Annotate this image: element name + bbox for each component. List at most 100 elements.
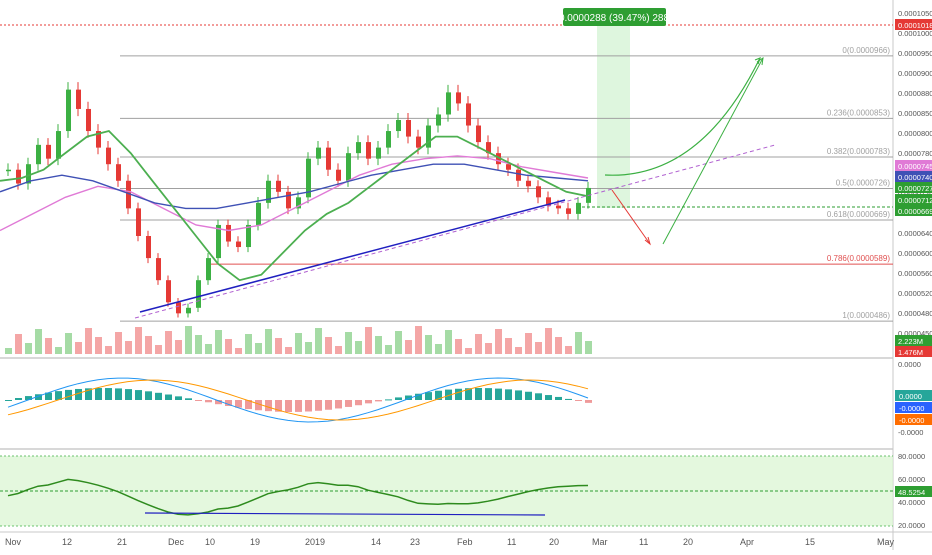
rsi-tick: 20.0000 [898, 521, 925, 530]
macd-bar [185, 398, 192, 400]
candle-body [196, 280, 201, 308]
volume-bar [275, 338, 282, 354]
candle-body [526, 180, 531, 187]
time-tick: 10 [205, 537, 215, 547]
macd-bar [275, 400, 282, 412]
macd-badge [895, 390, 932, 401]
fib-label: 0(0.0000966) [842, 46, 890, 55]
price-tick: 0.0000800 [898, 129, 932, 138]
macd-bar [325, 400, 332, 410]
macd-bar [565, 398, 572, 400]
price-tick: 0.0000600 [898, 249, 932, 258]
time-tick: Apr [740, 537, 754, 547]
bearish-arrowhead [644, 236, 651, 246]
price-badge-text: 1.476M [898, 348, 923, 357]
macd-bar [445, 389, 452, 400]
rsi-axis: 80.0000 60.0000 40.0000 20.0000 48.5254 [895, 452, 932, 530]
volume-bar [235, 348, 242, 354]
macd-bar [55, 391, 62, 400]
candle-body [496, 153, 501, 165]
time-tick: 23 [410, 537, 420, 547]
volume-bar [215, 330, 222, 354]
volume-bar [545, 328, 552, 354]
macd-bar [85, 388, 92, 400]
macd-badge-text: 0.0000 [899, 392, 922, 401]
time-tick: 19 [250, 537, 260, 547]
candle-body [256, 202, 261, 225]
macd-bar [585, 400, 592, 403]
candle-body [436, 114, 441, 126]
volume-bar [525, 333, 532, 354]
macd-bar [255, 400, 262, 411]
candle-body [36, 144, 41, 165]
macd-badge [895, 414, 932, 425]
time-tick: 20 [683, 537, 693, 547]
macd-line [7, 377, 589, 423]
volume-bar [355, 341, 362, 354]
price-badge [895, 346, 932, 357]
candle-body [376, 147, 381, 159]
volume-bar [65, 333, 72, 354]
macd-bar [45, 392, 52, 400]
candle-body [26, 164, 31, 184]
macd-bar [425, 392, 432, 400]
candle-body [316, 147, 321, 159]
time-axis: Nov 12 21 Dec 10 19 2019 14 23 Feb 11 20 Mar 11 20 Apr 1… [5, 537, 895, 547]
fib-label: 0.236(0.0000853) [827, 108, 891, 117]
rsi-divergence-line [144, 512, 546, 516]
candle-body [356, 142, 361, 154]
time-tick: 12 [62, 537, 72, 547]
macd-bar [165, 394, 172, 400]
macd-bar [5, 400, 12, 401]
volume-bar [385, 345, 392, 354]
volume-bar [125, 341, 132, 354]
volume-bar [445, 330, 452, 354]
macd-bar [225, 400, 232, 407]
macd-bar [405, 395, 412, 400]
price-badge-text: 2.223M [898, 337, 923, 346]
macd-bar [365, 400, 372, 404]
candle-body [506, 164, 511, 170]
macd-bar [215, 400, 222, 405]
macd-bar [395, 397, 402, 400]
price-tick: 0.0000900 [898, 69, 932, 78]
macd-bar [65, 389, 72, 400]
price-tick: 0.0000720 [898, 189, 932, 198]
volume-bar [245, 334, 252, 354]
time-tick: 21 [117, 537, 127, 547]
candle-body [416, 136, 421, 148]
volume-bar [505, 338, 512, 354]
candle-body [216, 224, 221, 259]
volume-bar [55, 347, 62, 354]
price-badge [895, 160, 932, 171]
price-badge-text: 0.0001018 [898, 21, 932, 30]
bullish-straight-arrow [662, 57, 764, 245]
macd-bar [385, 399, 392, 401]
candle-body [306, 158, 311, 198]
volume-bar [425, 335, 432, 354]
price-badge [895, 171, 932, 182]
volume-bar [565, 346, 572, 354]
macd-bar [105, 388, 112, 400]
candle-body [476, 125, 481, 143]
macd-bar [525, 391, 532, 400]
macd-tick: 0.0000 [898, 360, 921, 369]
candle-body [6, 169, 11, 172]
price-badge-text: 0.0000740 [898, 173, 932, 182]
candle-body [576, 202, 581, 214]
bullish-curve-arrow [604, 57, 761, 176]
macd-bar [115, 388, 122, 400]
price-tick: 0.0001000 [898, 29, 932, 38]
fib-label: 0.786(0.0000589) [827, 254, 891, 263]
macd-bar [375, 400, 382, 402]
macd-bar [335, 400, 342, 409]
candle-body [466, 103, 471, 126]
candle-body [266, 180, 271, 203]
macd-bar [465, 388, 472, 400]
volume-bar [295, 333, 302, 354]
volume-bar [405, 340, 412, 354]
candle-body [326, 147, 331, 170]
candle-body [16, 169, 21, 184]
